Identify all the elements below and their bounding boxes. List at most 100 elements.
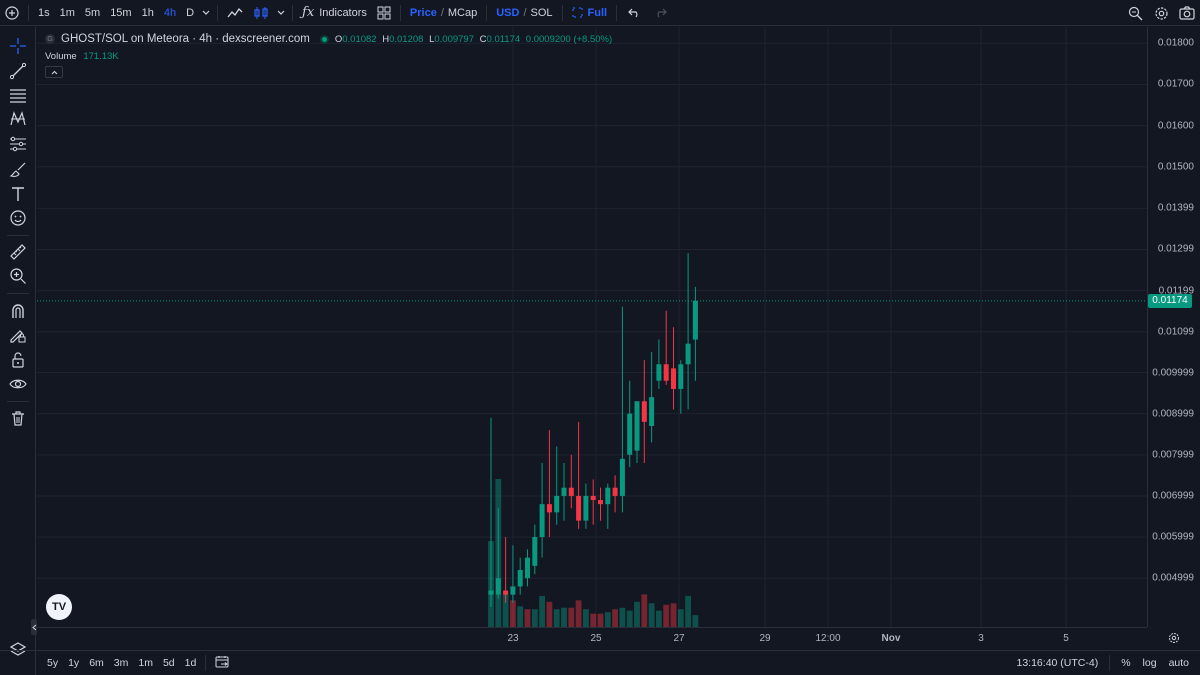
- currency-toggle[interactable]: USD / SOL: [491, 0, 557, 26]
- divider: [561, 4, 563, 21]
- chart-type-dropdown-button[interactable]: [274, 0, 288, 26]
- crosshair-tool[interactable]: [6, 35, 30, 57]
- grid-icon: [377, 6, 391, 19]
- volume-bar: [612, 609, 618, 627]
- line-chart-icon: [227, 7, 243, 17]
- candle-body: [561, 487, 567, 496]
- range-5d[interactable]: 5d: [162, 657, 175, 669]
- sol-option[interactable]: SOL: [530, 6, 553, 19]
- interval-1h[interactable]: 1h: [141, 6, 154, 19]
- go-to-date-button[interactable]: [210, 655, 234, 671]
- candle-body: [619, 458, 625, 496]
- add-symbol-button[interactable]: [0, 0, 24, 26]
- collapse-toolbar-handle[interactable]: [31, 619, 37, 635]
- interval-1m[interactable]: 1m: [59, 6, 75, 19]
- pattern-tool[interactable]: [6, 108, 30, 130]
- tradingview-logo[interactable]: TV: [46, 594, 72, 620]
- price-mcap-toggle[interactable]: Price / MCap: [405, 0, 482, 26]
- range-1y[interactable]: 1y: [68, 657, 80, 669]
- volume-bar: [561, 607, 567, 627]
- price-option[interactable]: Price: [409, 6, 437, 19]
- timezone-clock[interactable]: 13:16:40 (UTC-4): [1016, 657, 1099, 669]
- chart-type-line-button[interactable]: [222, 0, 248, 26]
- redo-button[interactable]: [647, 0, 673, 26]
- symbol-title[interactable]: GHOST/SOL on Meteora · 4h · dexscreener.…: [61, 33, 310, 45]
- volume-bar: [648, 603, 655, 627]
- fib-tool[interactable]: [6, 133, 30, 155]
- price-axis[interactable]: 0.01800 0.01700 0.01600 0.01500 0.01399 0.012…: [1147, 27, 1200, 627]
- collapse-legend-button[interactable]: [45, 66, 63, 78]
- divider: [205, 655, 207, 671]
- divider: [7, 293, 29, 294]
- object-tree-button[interactable]: [6, 639, 30, 661]
- chevron-down-icon: [202, 10, 210, 15]
- candle-body: [495, 578, 501, 595]
- lock-drawing-mode-tool[interactable]: [6, 324, 30, 346]
- layouts-button[interactable]: [372, 0, 396, 26]
- volume-bar: [568, 607, 575, 627]
- interval-dropdown-button[interactable]: [199, 0, 213, 26]
- interval-4h[interactable]: 4h: [163, 6, 177, 19]
- time-tick-label: 12:00: [815, 633, 841, 644]
- range-1m[interactable]: 1m: [138, 657, 153, 669]
- quick-search-button[interactable]: [1122, 0, 1148, 26]
- search-icon: [1128, 6, 1142, 20]
- scale-settings-button[interactable]: [1166, 630, 1182, 646]
- usd-option[interactable]: USD: [496, 6, 520, 19]
- eye-icon: [9, 379, 27, 389]
- measure-tool[interactable]: [6, 241, 30, 263]
- interval-5m[interactable]: 5m: [84, 6, 101, 19]
- chart-pane[interactable]: [37, 27, 1147, 627]
- candle-body: [641, 401, 647, 422]
- zoom-in-icon: [10, 268, 26, 284]
- interval-d[interactable]: D: [186, 6, 195, 19]
- calendar-range-icon: [215, 656, 229, 668]
- horizontal-lines-tool[interactable]: [6, 84, 30, 106]
- range-6m[interactable]: 6m: [89, 657, 104, 669]
- volume-bar: [546, 601, 553, 627]
- auto-scale-toggle[interactable]: auto: [1168, 657, 1189, 669]
- price-tick-label: 0.007999: [1152, 449, 1194, 461]
- candle-body: [576, 495, 582, 521]
- mcap-option[interactable]: MCap: [447, 6, 478, 19]
- fullscreen-button[interactable]: Full: [567, 0, 613, 26]
- undo-button[interactable]: [621, 0, 647, 26]
- volume-bar: [670, 603, 677, 627]
- trend-line-tool[interactable]: [6, 60, 30, 82]
- market-status-dot: [319, 34, 329, 44]
- emoji-tool[interactable]: [6, 207, 30, 229]
- range-5y[interactable]: 5y: [47, 657, 59, 669]
- text-tool[interactable]: [6, 183, 30, 205]
- candle-body: [546, 504, 552, 513]
- snapshot-button[interactable]: [1174, 0, 1200, 26]
- hide-drawings-tool[interactable]: [6, 373, 30, 395]
- price-tick-label: 0.01099: [1157, 326, 1194, 338]
- volume-bar: [663, 604, 670, 627]
- percent-scale-toggle[interactable]: %: [1121, 657, 1131, 669]
- bottom-toolbar: 5y 1y 6m 3m 1m 5d 1d 13:16:40 (UTC-4) % …: [0, 650, 1200, 675]
- brush-tool[interactable]: [6, 158, 30, 180]
- log-scale-toggle[interactable]: log: [1142, 657, 1157, 669]
- remove-drawings-tool[interactable]: [6, 407, 30, 429]
- candlestick-chart[interactable]: [37, 27, 1147, 627]
- interval-1s[interactable]: 1s: [38, 6, 50, 19]
- crosshair-icon: [10, 38, 26, 54]
- zoom-in-tool[interactable]: [6, 265, 30, 287]
- price-tick-label: 0.006999: [1152, 490, 1194, 502]
- brush-icon: [9, 162, 26, 177]
- lock-all-tool[interactable]: [6, 349, 30, 371]
- indicators-button[interactable]: ƒx Indicators: [297, 0, 372, 26]
- gear-icon: [1154, 6, 1168, 20]
- price-tick-label: 0.01500: [1157, 161, 1194, 173]
- pattern-icon: [10, 111, 26, 126]
- settings-button[interactable]: [1148, 0, 1174, 26]
- bottom-right-controls: 13:16:40 (UTC-4) % log auto: [1012, 651, 1195, 675]
- range-3m[interactable]: 3m: [113, 657, 129, 669]
- time-axis[interactable]: 23 25 27 29 12:00 Nov 3 5: [37, 627, 1147, 649]
- magnet-tool[interactable]: [6, 300, 30, 322]
- chart-type-candles-button[interactable]: [248, 0, 274, 26]
- smiley-icon: [10, 210, 26, 226]
- chevron-left-icon: [31, 624, 36, 630]
- range-1d[interactable]: 1d: [184, 657, 197, 669]
- interval-15m[interactable]: 15m: [110, 6, 132, 19]
